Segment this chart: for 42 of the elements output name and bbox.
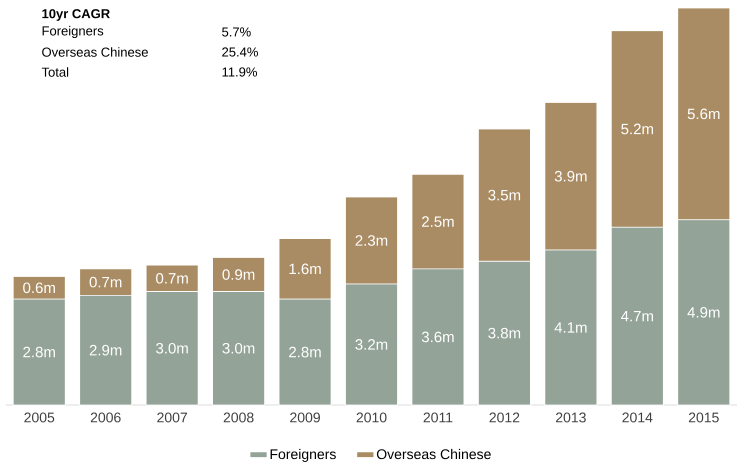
data-label: 0.9m	[222, 269, 254, 280]
data-label: 4.1m	[554, 322, 587, 333]
data-label: 3.5m	[488, 190, 520, 200]
data-label: 2.8m	[289, 346, 321, 358]
data-label: 2.5m	[422, 216, 454, 227]
data-label: 0.6m	[23, 282, 55, 294]
annotation: 25.4%	[222, 47, 258, 57]
x-tick-label: 2014	[622, 412, 652, 422]
data-label: 3.0m	[156, 342, 188, 354]
x-tick-label: 2008	[224, 412, 254, 422]
data-label: 3.8m	[488, 328, 520, 338]
data-label: 0.7m	[90, 276, 122, 288]
data-label: 2.3m	[356, 235, 388, 246]
x-tick-label: 2011	[424, 412, 452, 422]
x-tick-label: 2015	[688, 412, 719, 422]
x-tick-label: 2010	[356, 412, 387, 422]
data-label: 3.0m	[222, 342, 254, 354]
legend-label: Foreigners	[270, 448, 336, 462]
data-label: 2.9m	[90, 344, 122, 356]
x-tick-label: 2009	[290, 412, 320, 422]
data-label: 3.6m	[422, 332, 454, 342]
x-tick-label: 2006	[90, 412, 121, 422]
data-label: 0.7m	[156, 273, 188, 284]
data-label: 5.6m	[688, 108, 720, 120]
annotation: 10yr CAGR	[42, 9, 110, 21]
annotation: Overseas Chinese	[42, 47, 148, 57]
annotation: 5.7%	[222, 27, 251, 37]
data-label: 2.8m	[23, 346, 55, 358]
legend-label: Overseas Chinese	[376, 448, 491, 460]
x-tick-label: 2012	[490, 412, 520, 422]
data-label: 1.6m	[290, 264, 321, 274]
annotation: Foreigners	[42, 26, 104, 38]
x-tick-label: 2013	[556, 412, 586, 422]
data-label: 3.2m	[355, 339, 388, 350]
data-label: 5.2m	[621, 124, 653, 134]
annotation: 11.9%	[222, 67, 257, 77]
annotation: Total	[42, 67, 68, 77]
x-tick-label: 2005	[24, 412, 54, 422]
data-label: 4.9m	[687, 307, 720, 318]
x-tick-label: 2007	[157, 412, 188, 422]
data-label: 4.7m	[620, 310, 653, 322]
data-label: 3.9m	[554, 170, 587, 182]
